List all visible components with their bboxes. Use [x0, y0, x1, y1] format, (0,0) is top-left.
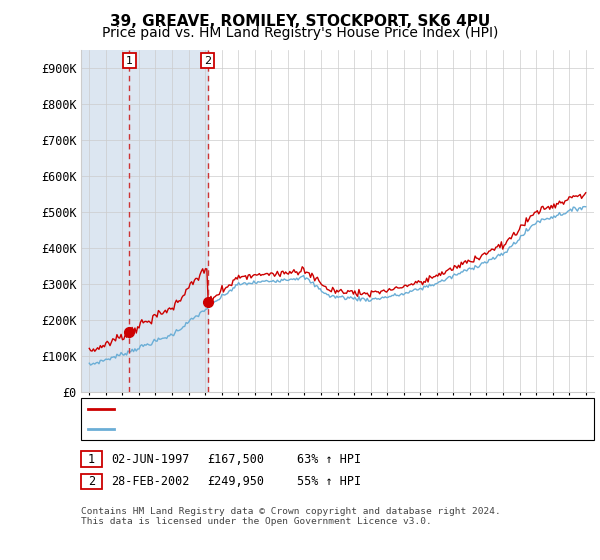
Text: 2: 2 — [204, 55, 211, 66]
Text: HPI: Average price, detached house, Stockport: HPI: Average price, detached house, Stoc… — [119, 424, 412, 434]
Text: 39, GREAVE, ROMILEY, STOCKPORT, SK6 4PU: 39, GREAVE, ROMILEY, STOCKPORT, SK6 4PU — [110, 14, 490, 29]
Text: 63% ↑ HPI: 63% ↑ HPI — [297, 452, 361, 466]
Text: £249,950: £249,950 — [207, 475, 264, 488]
Text: £167,500: £167,500 — [207, 452, 264, 466]
Bar — [81, 50, 208, 392]
Text: 02-JUN-1997: 02-JUN-1997 — [111, 452, 190, 466]
Text: 28-FEB-2002: 28-FEB-2002 — [111, 475, 190, 488]
Text: Contains HM Land Registry data © Crown copyright and database right 2024.
This d: Contains HM Land Registry data © Crown c… — [81, 507, 501, 526]
Text: 1: 1 — [126, 55, 133, 66]
Text: 2: 2 — [88, 475, 95, 488]
Text: Price paid vs. HM Land Registry's House Price Index (HPI): Price paid vs. HM Land Registry's House … — [102, 26, 498, 40]
Text: 39, GREAVE, ROMILEY, STOCKPORT, SK6 4PU (detached house): 39, GREAVE, ROMILEY, STOCKPORT, SK6 4PU … — [119, 404, 483, 414]
Text: 1: 1 — [88, 452, 95, 466]
Text: 55% ↑ HPI: 55% ↑ HPI — [297, 475, 361, 488]
